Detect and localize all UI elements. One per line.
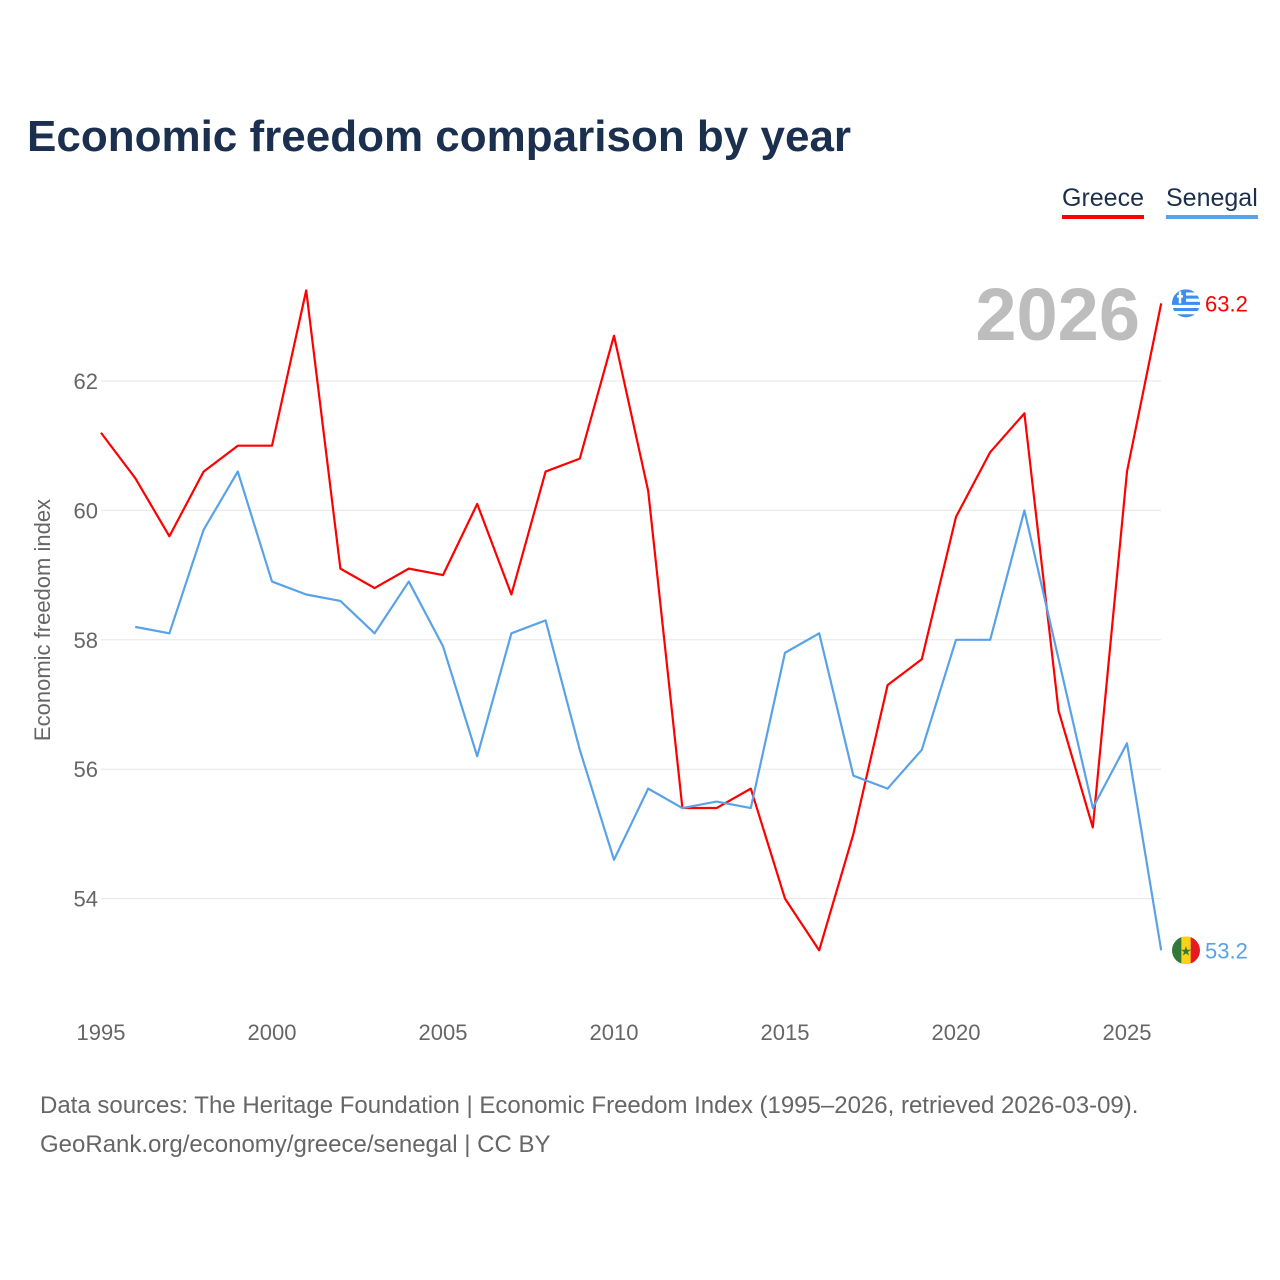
senegal-flag-icon: ★ xyxy=(1172,936,1200,965)
end-value-label: 63.2 xyxy=(1205,291,1248,316)
y-tick-label: 54 xyxy=(74,887,98,912)
y-tick-label: 62 xyxy=(74,369,98,394)
y-tick-label: 56 xyxy=(74,757,98,782)
x-tick-label: 2010 xyxy=(590,1020,639,1045)
x-tick-label: 1995 xyxy=(77,1020,126,1045)
footer: Data sources: The Heritage Foundation | … xyxy=(40,1086,1138,1164)
source-link[interactable]: GeoRank.org/economy/greece/senegal | CC … xyxy=(40,1131,551,1158)
y-tick-label: 60 xyxy=(74,498,98,523)
greece-flag-icon xyxy=(1172,289,1200,318)
x-tick-label: 2015 xyxy=(761,1020,810,1045)
year-label: 2026 xyxy=(975,273,1140,356)
y-axis-label: Economic freedom index xyxy=(30,499,55,741)
source-text: Data sources: The Heritage Foundation | … xyxy=(40,1092,1139,1119)
chart-title: Economic freedom comparison by year xyxy=(27,112,852,161)
legend-senegal[interactable]: Senegal xyxy=(1166,184,1258,219)
x-tick-label: 2025 xyxy=(1103,1020,1152,1045)
x-tick-label: 2020 xyxy=(932,1020,981,1045)
svg-text:★: ★ xyxy=(1180,943,1192,958)
x-tick-label: 2000 xyxy=(248,1020,297,1045)
y-tick-label: 58 xyxy=(74,628,98,653)
series-line-greece xyxy=(100,289,1163,952)
x-tick-label: 2005 xyxy=(419,1020,468,1045)
legend-greece[interactable]: Greece xyxy=(1062,184,1144,219)
series-line-senegal xyxy=(134,470,1163,951)
end-value-label: 53.2 xyxy=(1205,938,1248,963)
